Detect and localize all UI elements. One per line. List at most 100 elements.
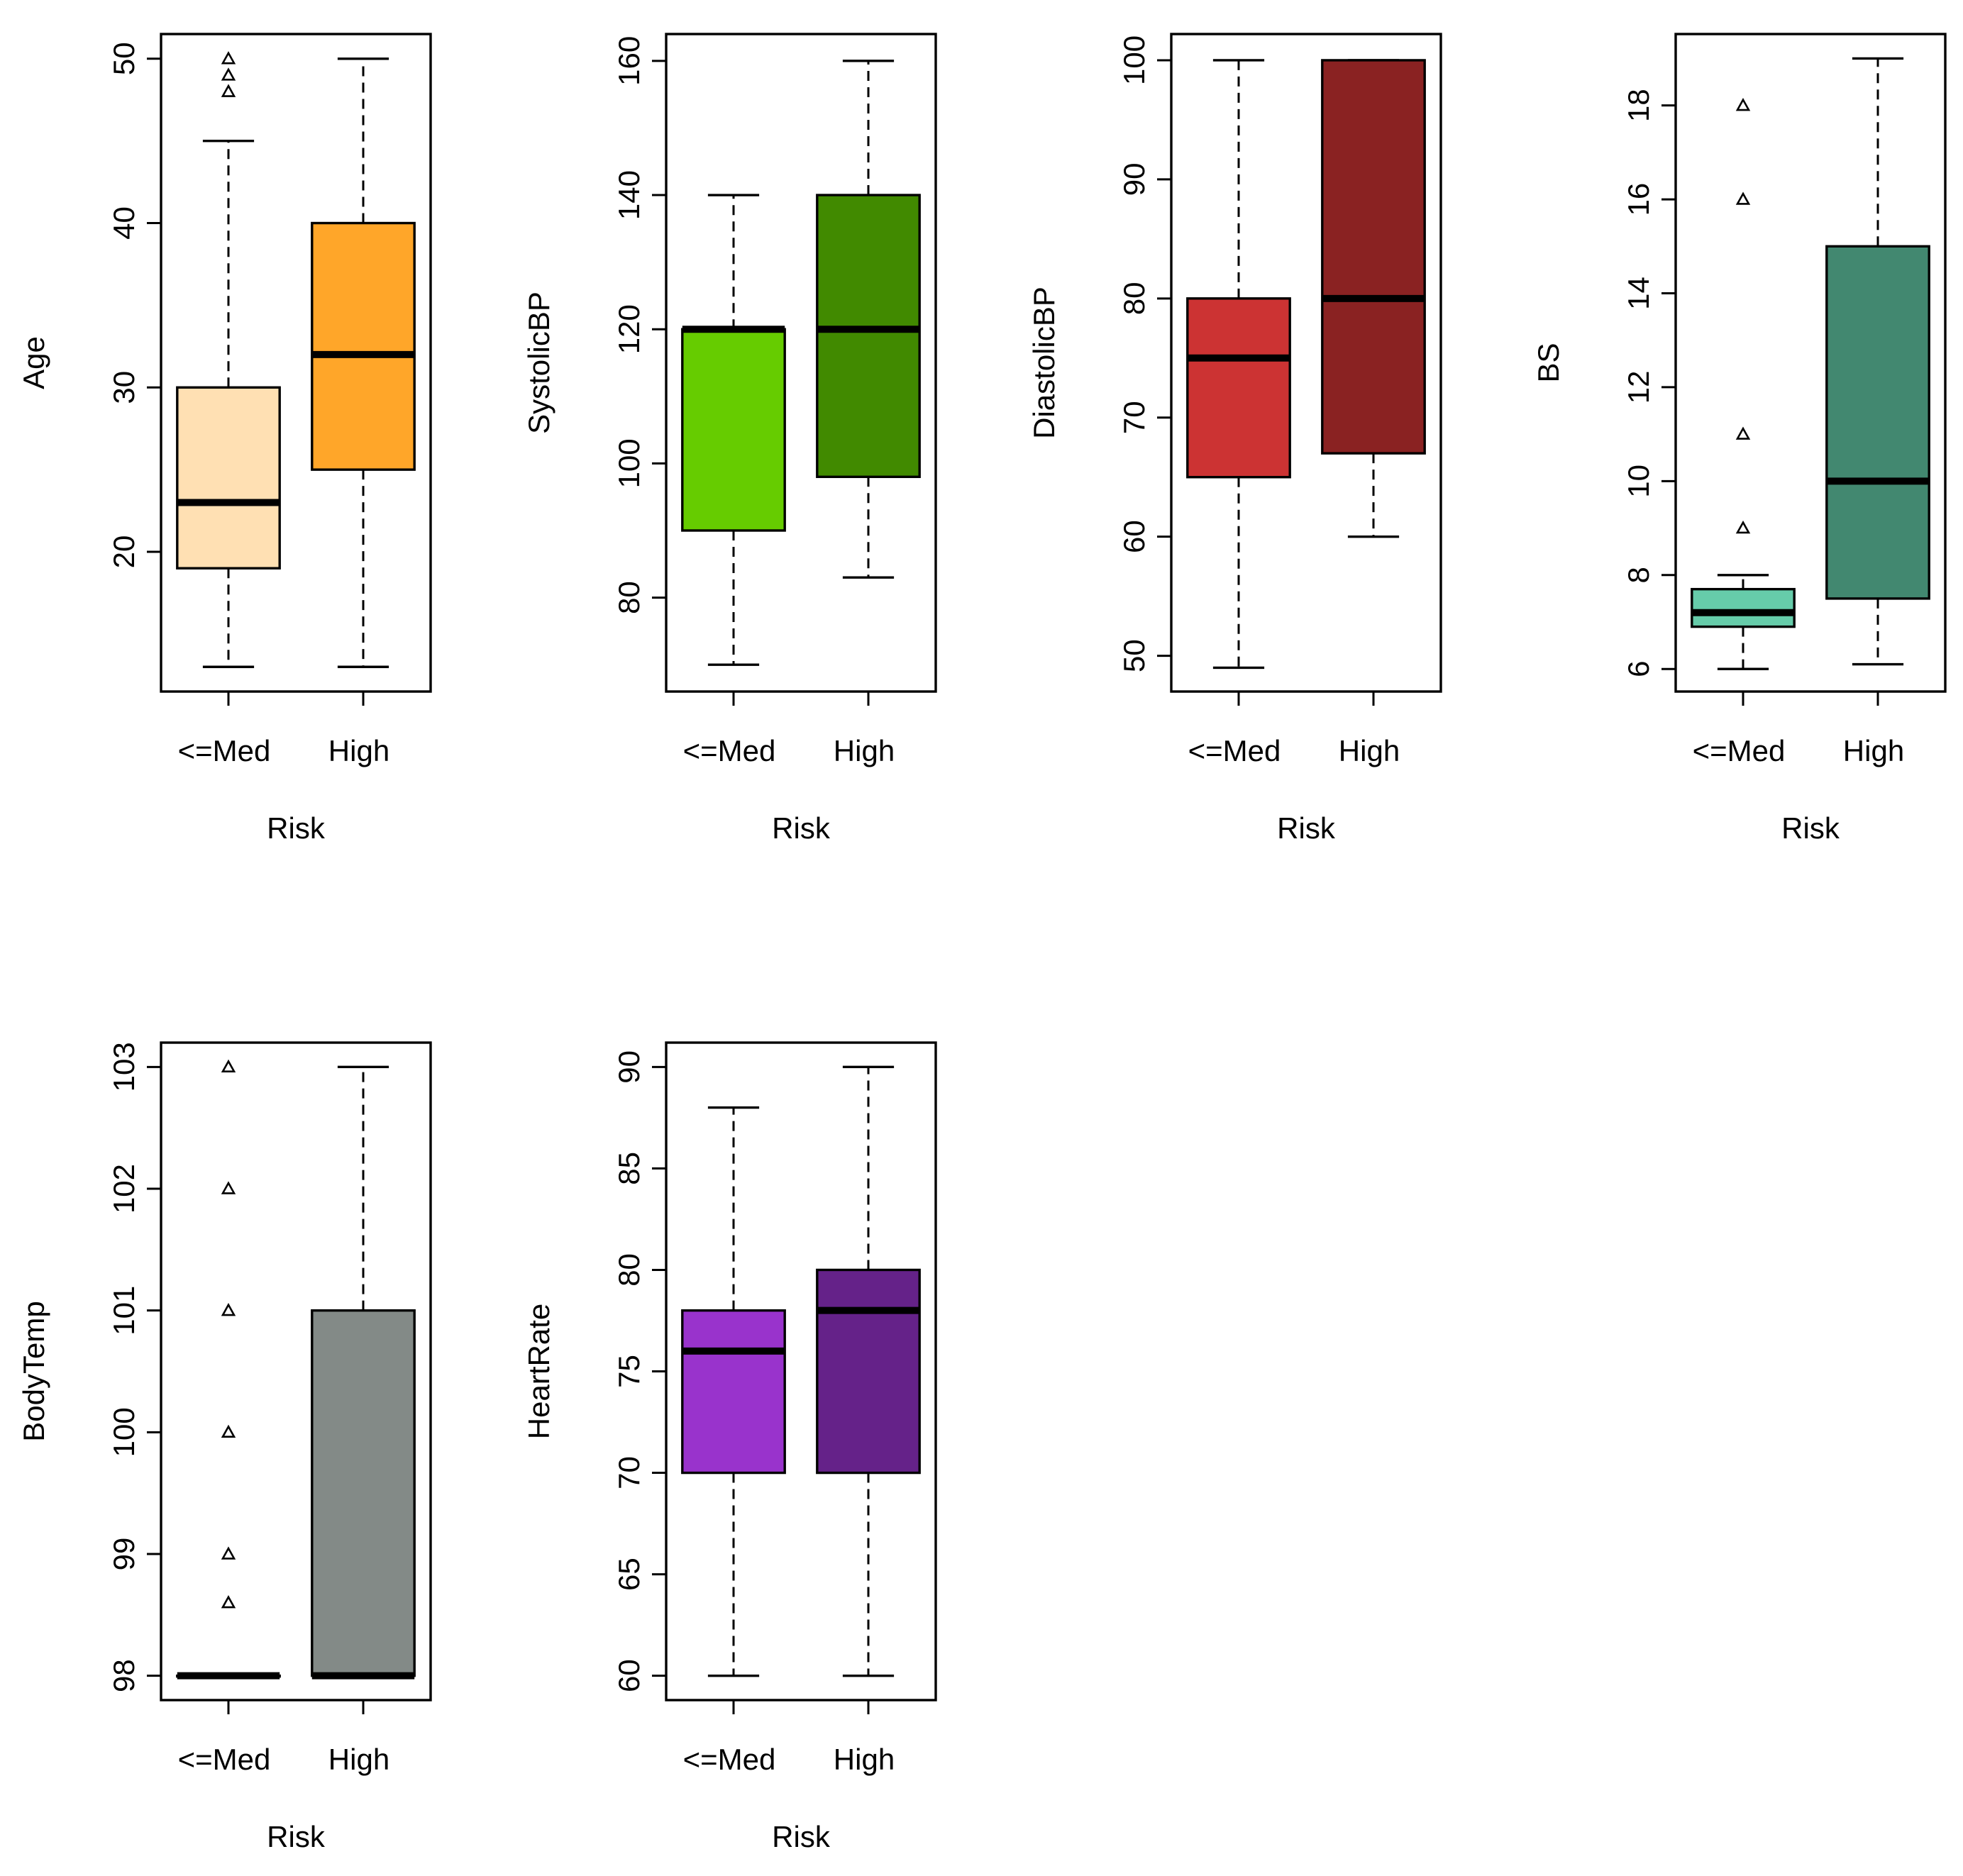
y-tick-label: 100 bbox=[612, 438, 646, 488]
box-le-med bbox=[176, 51, 281, 668]
y-tick-label: 70 bbox=[1117, 401, 1151, 434]
y-tick-label: 90 bbox=[612, 1050, 646, 1084]
x-axis-title: Risk bbox=[772, 811, 831, 845]
x-axis-title: Risk bbox=[772, 1820, 831, 1853]
iqr-box bbox=[1321, 59, 1426, 455]
outlier-point bbox=[221, 1059, 236, 1073]
outlier-point bbox=[1735, 520, 1751, 534]
y-tick-label: 60 bbox=[612, 1659, 646, 1692]
chart-age: 20 30 40 50 Age <=Med High Risk bbox=[17, 33, 432, 845]
y-tick-label: 102 bbox=[107, 1164, 140, 1214]
x-tick-label-le-med: <=Med bbox=[1693, 734, 1786, 767]
iqr-box bbox=[816, 1268, 921, 1475]
iqr-box bbox=[311, 221, 416, 471]
y-axis-title: Age bbox=[17, 336, 50, 389]
x-axis-title: Risk bbox=[1277, 811, 1336, 845]
chart-heartrate: 60 65 70 75 80 85 90 HeartRate <=Med High Risk bbox=[522, 1041, 937, 1853]
x-tick-label-high: High bbox=[834, 1743, 895, 1776]
y-tick-label: 100 bbox=[1117, 35, 1151, 85]
iqr-box bbox=[311, 1309, 416, 1677]
x-tick-label-le-med: <=Med bbox=[178, 1743, 271, 1776]
y-tick-label: 99 bbox=[107, 1538, 140, 1571]
y-tick-label: 80 bbox=[612, 581, 646, 614]
box-le-med bbox=[681, 194, 786, 666]
y-tick-label: 12 bbox=[1622, 371, 1655, 404]
box-high bbox=[816, 60, 921, 579]
iqr-box bbox=[1825, 245, 1930, 600]
plot-frame bbox=[160, 33, 432, 693]
x-tick-label-high: High bbox=[1843, 734, 1904, 767]
x-tick-label-le-med: <=Med bbox=[683, 734, 776, 767]
x-tick-label-high: High bbox=[1339, 734, 1400, 767]
x-tick-label-high: High bbox=[328, 1743, 389, 1776]
y-tick-label: 10 bbox=[1622, 465, 1655, 498]
y-tick-label: 30 bbox=[107, 371, 140, 404]
outlier-point bbox=[221, 84, 236, 97]
outlier-point bbox=[221, 1424, 236, 1438]
y-tick-label: 50 bbox=[107, 42, 140, 75]
chart-diastolicbp: 50 60 70 80 90 100 DiastolicBP <=Med High Risk bbox=[1027, 33, 1442, 845]
outlier-point bbox=[221, 1181, 236, 1194]
x-tick-label-le-med: <=Med bbox=[178, 734, 271, 767]
x-tick-label-le-med: <=Med bbox=[1188, 734, 1281, 767]
y-tick-label: 75 bbox=[612, 1355, 646, 1388]
iqr-box bbox=[1691, 587, 1796, 628]
box-le-med bbox=[1186, 59, 1291, 670]
plot-frame bbox=[665, 33, 937, 693]
y-tick-label: 80 bbox=[1117, 282, 1151, 315]
outlier-point bbox=[221, 1594, 236, 1609]
box-high bbox=[816, 1065, 921, 1677]
outlier-point bbox=[1735, 97, 1751, 111]
y-tick-label: 120 bbox=[612, 304, 646, 354]
iqr-box bbox=[176, 386, 281, 570]
y-tick-label: 40 bbox=[107, 206, 140, 240]
y-tick-label: 6 bbox=[1622, 661, 1655, 677]
y-tick-label: 80 bbox=[612, 1253, 646, 1287]
y-tick-label: 90 bbox=[1117, 163, 1151, 196]
x-tick-label-high: High bbox=[834, 734, 895, 767]
y-axis-title: SystolicBP bbox=[522, 292, 555, 434]
iqr-box bbox=[681, 1309, 786, 1475]
y-tick-label: 100 bbox=[107, 1407, 140, 1457]
y-tick-label: 85 bbox=[612, 1152, 646, 1185]
box-high bbox=[311, 57, 416, 668]
y-axis-title: BodyTemp bbox=[17, 1301, 50, 1441]
y-tick-label: 101 bbox=[107, 1286, 140, 1336]
y-tick-label: 140 bbox=[612, 170, 646, 220]
chart-bodytemp: 98 99 100 101 102 103 BodyTemp <=Med High Risk bbox=[17, 1041, 432, 1853]
x-tick-label-high: High bbox=[328, 734, 389, 767]
x-tick-label-le-med: <=Med bbox=[683, 1743, 776, 1776]
box-high bbox=[311, 1065, 416, 1680]
outlier-point bbox=[221, 1546, 236, 1560]
y-tick-label: 65 bbox=[612, 1558, 646, 1591]
plot-frame bbox=[160, 1041, 432, 1702]
box-le-med bbox=[176, 1059, 281, 1680]
iqr-box bbox=[816, 194, 921, 479]
x-axis-title: Risk bbox=[1781, 811, 1840, 845]
y-tick-label: 16 bbox=[1622, 183, 1655, 216]
y-axis-title: BS bbox=[1532, 343, 1565, 382]
box-le-med bbox=[681, 1106, 786, 1677]
x-axis-title: Risk bbox=[267, 1820, 326, 1853]
y-tick-label: 18 bbox=[1622, 89, 1655, 122]
outlier-point bbox=[1735, 192, 1751, 205]
outlier-point bbox=[221, 67, 236, 81]
y-tick-label: 20 bbox=[107, 535, 140, 569]
iqr-box bbox=[681, 328, 786, 532]
x-axis-title: Risk bbox=[267, 811, 326, 845]
y-tick-label: 70 bbox=[612, 1456, 646, 1489]
box-high bbox=[1825, 57, 1930, 666]
y-tick-label: 103 bbox=[107, 1042, 140, 1092]
y-tick-label: 60 bbox=[1117, 520, 1151, 553]
box-high bbox=[1321, 59, 1426, 538]
y-axis-title: HeartRate bbox=[522, 1304, 555, 1439]
y-tick-label: 8 bbox=[1622, 567, 1655, 583]
outlier-point bbox=[221, 51, 236, 65]
outlier-point bbox=[1735, 426, 1751, 440]
y-tick-label: 160 bbox=[612, 36, 646, 86]
outlier-point bbox=[221, 1302, 236, 1316]
y-tick-label: 14 bbox=[1622, 277, 1655, 310]
plot-frame bbox=[1674, 33, 1947, 693]
y-axis-title: DiastolicBP bbox=[1027, 287, 1061, 439]
